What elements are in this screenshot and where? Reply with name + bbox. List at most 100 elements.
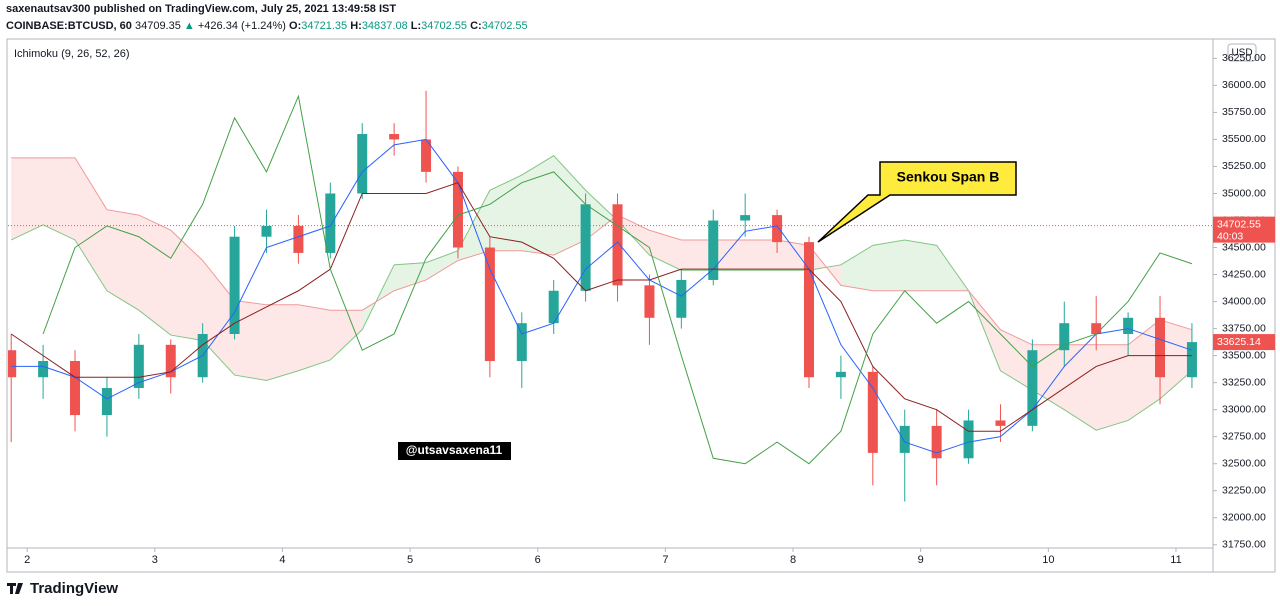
price: 34709.35 xyxy=(134,20,181,32)
cloud-fill xyxy=(713,239,746,271)
cloud-fill xyxy=(234,300,267,381)
callout-box xyxy=(817,161,1017,243)
y-tick-label: 35000.00 xyxy=(1222,187,1266,199)
candle-body xyxy=(899,425,910,453)
l-label: L: xyxy=(410,20,422,32)
last-price-tag xyxy=(1213,216,1275,243)
o: 34721.35 xyxy=(301,20,348,32)
candle-body xyxy=(963,420,974,459)
candle-body xyxy=(676,279,687,318)
chart-frame xyxy=(6,38,1276,573)
cloud-fill xyxy=(649,230,682,271)
watermark: @utsavsaxena11 xyxy=(406,443,503,457)
brand: TradingView xyxy=(30,580,118,597)
cloud-fill xyxy=(840,245,873,291)
y-tick-label: 35250.00 xyxy=(1222,160,1266,172)
c: 34702.55 xyxy=(481,20,528,32)
cloud-fill xyxy=(394,262,427,291)
candle-body xyxy=(708,220,719,280)
ichimoku-line xyxy=(10,182,1192,432)
candle-body xyxy=(995,420,1006,426)
candle-body xyxy=(229,236,240,334)
cloud-fill xyxy=(904,239,937,291)
cloud-fill xyxy=(106,209,139,311)
y-tick-label: 32750.00 xyxy=(1222,430,1266,442)
y-tick-label: 35750.00 xyxy=(1222,106,1266,118)
cloud-fill xyxy=(617,215,650,256)
ichimoku-line xyxy=(42,94,1193,465)
h-label: H: xyxy=(350,20,362,32)
cloud-fill xyxy=(489,175,522,251)
change: +426.34 (+1.24%) xyxy=(197,20,286,32)
currency-box xyxy=(1227,43,1257,62)
brand-logo xyxy=(7,583,23,594)
y-tick-label: 34000.00 xyxy=(1222,295,1266,307)
publisher: saxenautsav300 published on TradingView.… xyxy=(6,3,397,15)
x-tick-label: 10 xyxy=(1042,554,1054,566)
x-tick-label: 4 xyxy=(279,554,285,566)
y-tick-label: 35500.00 xyxy=(1222,133,1266,145)
x-tick-label: 6 xyxy=(535,554,541,566)
countdown: 40:03 xyxy=(1217,230,1243,242)
candle-body xyxy=(357,134,368,194)
h: 34837.08 xyxy=(361,20,408,32)
candle-body xyxy=(452,171,463,248)
y-tick-label: 32000.00 xyxy=(1222,512,1266,524)
candle-body xyxy=(803,242,814,378)
x-tick-label: 3 xyxy=(152,554,158,566)
symbol: COINBASE:BTCUSD, 60 xyxy=(6,20,132,32)
cloud-fill xyxy=(872,239,905,291)
candle-body xyxy=(931,425,942,459)
cloud-fill xyxy=(138,215,171,336)
candle-body xyxy=(1059,323,1070,351)
cloud-fill xyxy=(330,310,363,360)
candle-body xyxy=(644,285,655,318)
candle-body xyxy=(165,344,176,378)
candle-body xyxy=(1186,342,1197,378)
cloud-fill xyxy=(75,157,107,291)
cursor-price-label: 33625.14 xyxy=(1217,336,1261,348)
y-tick-label: 32250.00 xyxy=(1222,484,1266,496)
candle-body xyxy=(740,215,751,221)
cloud-fill xyxy=(11,157,44,240)
c-label: C: xyxy=(470,20,482,32)
watermark-box xyxy=(398,442,511,460)
candle-body xyxy=(325,193,336,253)
x-tick-label: 9 xyxy=(918,554,924,566)
cloud-fill xyxy=(43,157,76,240)
y-tick-label: 33000.00 xyxy=(1222,403,1266,415)
cloud-fill xyxy=(1128,319,1161,421)
span-b xyxy=(11,157,1193,346)
l: 34702.55 xyxy=(421,20,468,32)
arrow: ▲ xyxy=(183,20,195,32)
o-label: O: xyxy=(289,20,302,32)
y-tick-label: 31750.00 xyxy=(1222,539,1266,551)
y-tick-label: 34500.00 xyxy=(1222,241,1266,253)
y-tick-label: 36000.00 xyxy=(1222,79,1266,91)
candle-body xyxy=(1155,317,1166,378)
cloud-fill xyxy=(1096,344,1129,431)
y-tick-label: 36250.00 xyxy=(1222,52,1266,64)
cloud-fill xyxy=(681,239,714,271)
candle-body xyxy=(772,215,783,243)
cloud-fill xyxy=(298,304,331,371)
x-tick-label: 11 xyxy=(1170,554,1181,566)
candle-body xyxy=(261,225,272,237)
cloud-fill xyxy=(170,230,203,341)
candle-body xyxy=(421,139,432,172)
indicator-label: Ichimoku (9, 26, 52, 26) xyxy=(14,48,130,60)
y-tick-label: 33500.00 xyxy=(1222,349,1266,361)
span-a xyxy=(10,155,1193,431)
cloud-fill xyxy=(777,239,809,271)
y-tick-label: 33750.00 xyxy=(1222,322,1266,334)
candle-body xyxy=(70,361,81,416)
x-tick-label: 8 xyxy=(790,554,796,566)
x-tick-label: 2 xyxy=(24,554,30,566)
cloud-fill xyxy=(266,304,299,381)
plot xyxy=(8,90,1213,502)
last-price-label: 34702.55 xyxy=(1217,218,1261,230)
candle-body xyxy=(8,350,17,378)
cloud-fill xyxy=(521,155,554,256)
